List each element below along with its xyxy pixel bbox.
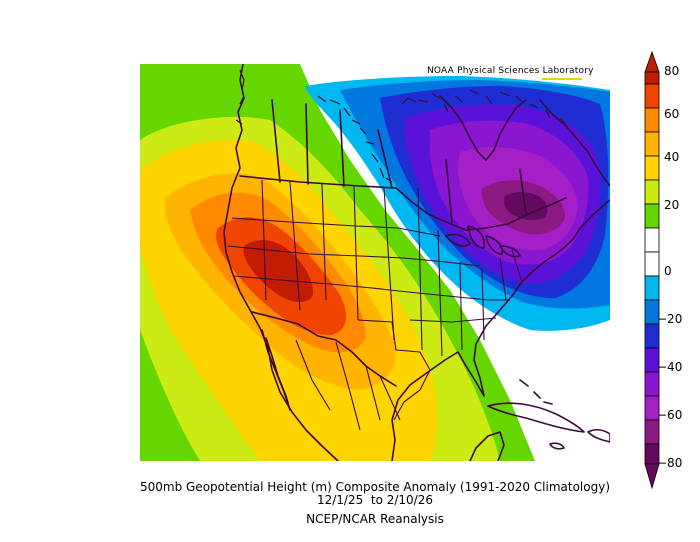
hispaniola xyxy=(587,429,610,443)
colorbar-arrow-bottom xyxy=(644,463,660,490)
colorbar-swatch-0 xyxy=(644,251,660,277)
credit-underline xyxy=(542,78,582,80)
map-date-range: 12/1/25 to 2/10/26 xyxy=(316,493,433,507)
colorbar-swatch-10 xyxy=(644,227,660,253)
colorbar-swatch-80 xyxy=(644,71,660,85)
map-source: NCEP/NCAR Reanalysis xyxy=(306,512,444,526)
colorbar-tick-label: 60 xyxy=(664,107,680,121)
colorbar-swatch-30 xyxy=(644,179,660,205)
texas-outline xyxy=(357,319,431,421)
colorbar-tick-label: −80 xyxy=(657,456,683,470)
bahamas xyxy=(519,379,553,405)
map-credit: NOAA Physical Sciences Laboratory xyxy=(427,66,594,76)
great-lakes xyxy=(445,225,521,258)
colorbar-tick-label: 0 xyxy=(664,264,672,278)
state-lines-east xyxy=(397,187,523,357)
pacific-coastline xyxy=(223,64,339,461)
colorbar-tick-label: 20 xyxy=(664,198,680,212)
colorbar-swatch-20 xyxy=(644,203,660,229)
colorbar-swatch-neg50 xyxy=(644,371,660,397)
colorbar-swatch-40 xyxy=(644,155,660,181)
gulf-atlantic-coastline xyxy=(391,199,610,461)
labrador-coast xyxy=(539,99,610,187)
colorbar-arrow-top xyxy=(644,50,660,73)
baja-peninsula xyxy=(261,329,291,411)
cuba xyxy=(487,402,585,433)
province-lines xyxy=(271,99,527,223)
colorbar xyxy=(644,50,660,490)
political-boundaries xyxy=(223,64,610,461)
colorbar-tick-label: −20 xyxy=(657,312,683,326)
colorbar-swatch-neg30 xyxy=(644,323,660,349)
jamaica xyxy=(549,442,565,450)
contour-negative-80-plus xyxy=(504,191,548,221)
hudson-bay-coast xyxy=(439,95,527,161)
arctic-islands xyxy=(235,69,567,183)
us-state-boundaries xyxy=(227,179,523,431)
colorbar-tick-label: −60 xyxy=(657,408,683,422)
mexico-states xyxy=(295,339,401,431)
colorbar-swatch-70 xyxy=(644,83,660,109)
colorbar-tick-label: 80 xyxy=(664,64,680,78)
colorbar-tick-label: 40 xyxy=(664,150,680,164)
anomaly-contour-field xyxy=(140,64,610,461)
canada-us-border xyxy=(239,175,567,231)
colorbar-swatch-neg10 xyxy=(644,275,660,301)
state-lines-west xyxy=(227,179,409,341)
colorbar-swatch-50 xyxy=(644,131,660,157)
yucatan-coast xyxy=(469,431,505,461)
colorbar-swatch-neg70 xyxy=(644,419,660,445)
contour-positive-70-80 xyxy=(243,240,314,303)
colorbar-swatch-60 xyxy=(644,107,660,133)
map-title: 500mb Geopotential Height (m) Composite … xyxy=(139,480,610,494)
us-mexico-border xyxy=(251,311,397,387)
colorbar-tick-label: −40 xyxy=(657,360,683,374)
